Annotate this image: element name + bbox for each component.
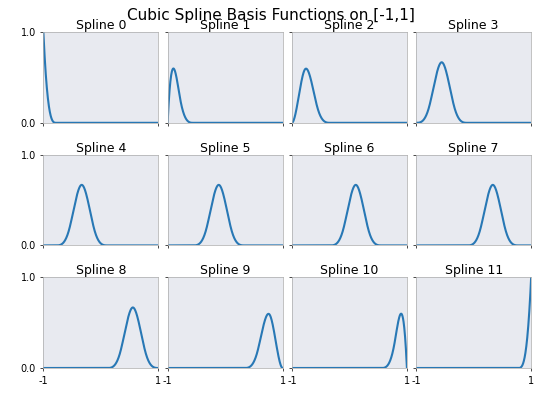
Title: Spline 1: Spline 1 xyxy=(200,19,250,32)
Title: Spline 3: Spline 3 xyxy=(448,19,499,32)
Title: Spline 11: Spline 11 xyxy=(444,264,503,277)
Title: Spline 6: Spline 6 xyxy=(324,142,375,154)
Title: Spline 5: Spline 5 xyxy=(200,142,250,154)
Text: Cubic Spline Basis Functions on [-1,1]: Cubic Spline Basis Functions on [-1,1] xyxy=(127,8,415,23)
Title: Spline 4: Spline 4 xyxy=(76,142,126,154)
Title: Spline 10: Spline 10 xyxy=(320,264,378,277)
Title: Spline 7: Spline 7 xyxy=(448,142,499,154)
Title: Spline 8: Spline 8 xyxy=(76,264,126,277)
Title: Spline 9: Spline 9 xyxy=(200,264,250,277)
Title: Spline 2: Spline 2 xyxy=(324,19,375,32)
Title: Spline 0: Spline 0 xyxy=(76,19,126,32)
